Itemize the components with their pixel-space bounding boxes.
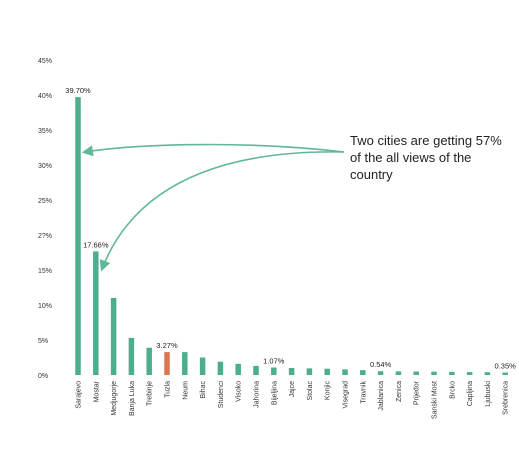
category-label: Capljina <box>467 381 474 406</box>
category-label: Neum <box>182 381 189 400</box>
bar <box>110 298 117 375</box>
bar <box>164 352 170 375</box>
category-label: Brcko <box>449 381 456 399</box>
bar <box>182 352 188 375</box>
bar <box>253 365 259 375</box>
y-tick-label: 0% <box>38 373 48 380</box>
category-label: Prijedor <box>414 380 421 405</box>
bar <box>306 368 313 375</box>
category-label: Jahorina <box>254 381 261 408</box>
category-label: Konjic <box>325 381 332 401</box>
bar <box>146 347 152 375</box>
category-label: Srebrenica <box>503 381 510 415</box>
bar <box>449 371 455 375</box>
bar <box>431 371 437 375</box>
bar <box>271 367 277 375</box>
category-label: Jablanica <box>378 381 385 411</box>
bar <box>199 357 206 375</box>
bar <box>93 251 99 375</box>
bar <box>342 369 348 375</box>
category-label: Studenci <box>218 381 225 409</box>
category-label: Visegrad <box>343 381 350 409</box>
bar <box>484 372 491 375</box>
y-tick-label: 35% <box>38 128 52 135</box>
bar <box>502 372 508 375</box>
y-tick-label: 45% <box>38 58 52 65</box>
bar <box>288 368 295 375</box>
category-label: Zenica <box>396 381 403 402</box>
bar <box>466 372 473 375</box>
category-label: Bijeljina <box>271 381 278 405</box>
y-tick-label: 5% <box>38 338 48 345</box>
bar <box>413 371 419 375</box>
arrow-to-mostar <box>99 151 345 272</box>
category-label: Sanski Most <box>432 381 439 419</box>
bars <box>75 97 508 375</box>
data-labels: 39.70% 17.66% 3.27% 1.07% 0.54% 0.35% <box>65 86 516 370</box>
y-tick-label: 15% <box>38 268 52 275</box>
bar <box>324 368 330 375</box>
bar <box>395 371 402 375</box>
y-tick-label: 2?% <box>38 233 52 240</box>
bar <box>377 371 384 375</box>
category-label: Mostar <box>93 380 100 402</box>
data-label: 17.66% <box>83 240 109 249</box>
bar <box>235 363 241 375</box>
data-label: 3.27% <box>156 341 178 350</box>
bar <box>360 370 366 375</box>
category-label: Medjugorje <box>111 381 118 416</box>
category-label: Jajce <box>289 381 296 397</box>
bar <box>75 97 81 375</box>
data-label: 0.54% <box>370 360 392 369</box>
y-tick-label: 40% <box>38 93 52 100</box>
arrow-to-sarajevo <box>81 143 345 157</box>
category-label: Visoko <box>236 381 243 402</box>
y-axis: 0% 5% 10% 15% 2?% 25% 30% 35% 40% 45% <box>38 58 52 380</box>
category-label: Trebinje <box>147 381 154 406</box>
category-label: Ljubuski <box>485 381 492 407</box>
y-tick-label: 10% <box>38 303 52 310</box>
annotation-arrows <box>81 143 345 272</box>
category-label: Travnik <box>360 381 367 404</box>
category-label: Tuzla <box>165 381 172 398</box>
x-axis: Sarajevo Mostar Medjugorje Banja Luka Trebin… <box>76 380 510 419</box>
category-label: Bihac <box>200 381 207 399</box>
annotation-text: Two cities are getting 57% of the all vi… <box>350 133 502 182</box>
y-tick-label: 25% <box>38 198 52 205</box>
data-label: 39.70% <box>65 86 91 95</box>
category-label: Stolac <box>307 381 314 401</box>
data-label: 1.07% <box>263 357 285 366</box>
category-label: Banja Luka <box>129 381 136 416</box>
category-label: Sarajevo <box>76 381 83 409</box>
bar <box>217 361 224 375</box>
data-label: 0.35% <box>495 362 517 371</box>
bar <box>128 337 135 375</box>
y-tick-label: 30% <box>38 163 52 170</box>
